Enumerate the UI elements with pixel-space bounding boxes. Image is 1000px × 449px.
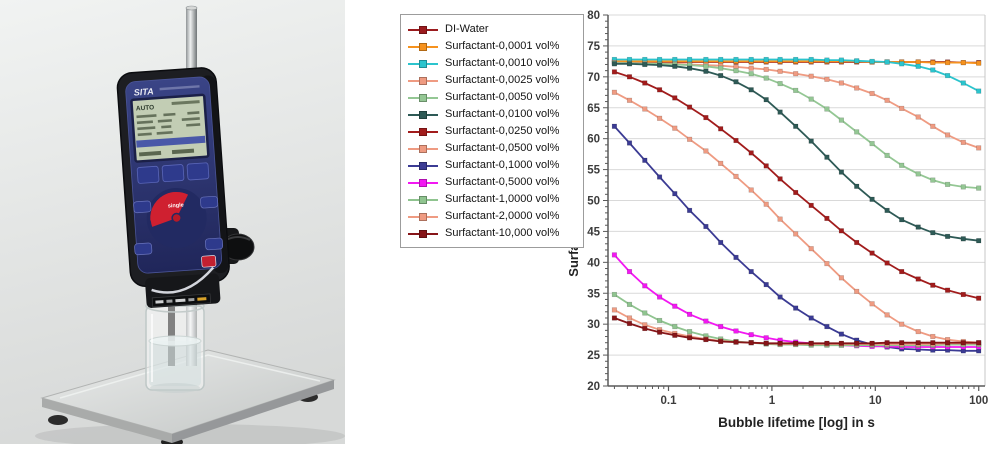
- x-tick-label: 10: [869, 395, 882, 407]
- legend-swatch: [408, 59, 438, 69]
- y-tick-label: 60: [587, 134, 600, 146]
- y-tick-label: 55: [587, 165, 600, 177]
- series-2: [611, 56, 982, 94]
- y-tick-label: 25: [587, 350, 600, 362]
- legend-item: Surfactant-0,0100 vol%: [408, 106, 577, 123]
- legend-label: Surfactant-0,0250 vol%: [445, 125, 560, 137]
- legend-item: Surfactant-0,0025 vol%: [408, 72, 577, 89]
- side-keys: [133, 195, 224, 256]
- legend-item: Surfactant-0,0001 vol%: [408, 38, 577, 55]
- y-tick-label: 70: [587, 72, 600, 84]
- gridlines: [608, 14, 986, 386]
- y-tick-label: 65: [587, 103, 600, 115]
- y-tick-label: 45: [587, 226, 600, 238]
- device-body: SITA AUTO: [116, 67, 230, 308]
- legend-label: Surfactant-10,000 vol%: [445, 227, 560, 239]
- series-8: [611, 123, 982, 354]
- lcd-screen: AUTO: [130, 93, 210, 163]
- legend-swatch: [408, 127, 438, 137]
- y-tick-label: 40: [587, 257, 600, 269]
- legend-swatch: [408, 229, 438, 239]
- legend-item: DI-Water: [408, 21, 577, 38]
- y-tick-label: 20: [587, 381, 600, 393]
- label-strip: [151, 293, 212, 308]
- legend-item: Surfactant-0,1000 vol%: [408, 157, 577, 174]
- swoosh-graphic: [151, 266, 215, 294]
- legend-swatch: [408, 144, 438, 154]
- legend-label: Surfactant-1,0000 vol%: [445, 193, 560, 205]
- control-pad: single: [146, 187, 207, 248]
- y-tick-label: 80: [587, 10, 600, 22]
- legend-swatch: [408, 212, 438, 222]
- legend-swatch: [408, 110, 438, 120]
- series-3: [611, 60, 982, 151]
- series-5: [611, 61, 982, 244]
- legend-swatch: [408, 25, 438, 35]
- power-button: [201, 255, 217, 268]
- tensiometer-photo: SITA AUTO: [0, 0, 345, 448]
- legend-swatch: [408, 76, 438, 86]
- legend-item: Surfactant-0,0500 vol%: [408, 140, 577, 157]
- legend-label: Surfactant-0,0050 vol%: [445, 91, 560, 103]
- legend-swatch: [408, 161, 438, 171]
- legend-item: Surfactant-1,0000 vol%: [408, 191, 577, 208]
- y-tick-label: 75: [587, 41, 600, 53]
- legend-item: Surfactant-2,0000 vol%: [408, 208, 577, 225]
- brand-tagline-bar: [159, 85, 200, 91]
- legend-label: Surfactant-2,0000 vol%: [445, 210, 560, 222]
- legend-label: Surfactant-0,0025 vol%: [445, 74, 560, 86]
- x-axis-title: Bubble lifetime [log] in s: [718, 415, 875, 430]
- stand-rod: [185, 5, 198, 366]
- legend-label: Surfactant-0,0001 vol%: [445, 40, 560, 52]
- legend-swatch: [408, 93, 438, 103]
- chart-panel: DI-Water Surfactant-0,0001 vol% Surfactant…: [345, 0, 1000, 444]
- y-axis-ticks: 20 25 30 35 40 45 50 55 60 65 70 75 80: [587, 10, 608, 393]
- softkeys: [136, 162, 210, 184]
- beaker: [145, 299, 205, 393]
- chart-legend: DI-Water Surfactant-0,0001 vol% Surfactant…: [400, 14, 584, 248]
- legend-label: DI-Water: [445, 23, 489, 35]
- x-tick-label: 100: [969, 395, 988, 407]
- pad-single-key: single: [168, 202, 184, 209]
- legend-item: Surfactant-0,5000 vol%: [408, 174, 577, 191]
- legend-item: Surfactant-0,0050 vol%: [408, 89, 577, 106]
- legend-swatch: [408, 195, 438, 205]
- series-12: [611, 315, 982, 346]
- x-tick-label: 0.1: [660, 395, 677, 407]
- legend-item: Surfactant-10,000 vol%: [408, 225, 577, 242]
- x-axis-ticks: 0.1 1 10 100: [613, 386, 988, 407]
- series-7: [611, 89, 982, 346]
- series-10: [611, 291, 982, 348]
- legend-label: Surfactant-0,1000 vol%: [445, 159, 560, 171]
- y-tick-label: 50: [587, 196, 600, 208]
- legend-swatch: [408, 42, 438, 52]
- series-6: [611, 69, 982, 301]
- legend-item: Surfactant-0,0010 vol%: [408, 55, 577, 72]
- line-chart: 20 25 30 35 40 45 50 55 60 65 70 75 80 0.1 1 10 100 Bubbl…: [566, 10, 988, 430]
- legend-label: Surfactant-0,0500 vol%: [445, 142, 560, 154]
- brand-logo: SITA: [133, 86, 153, 97]
- legend-swatch: [408, 178, 438, 188]
- x-tick-label: 1: [769, 395, 776, 407]
- capillary-probe: [168, 262, 175, 366]
- legend-label: Surfactant-0,0010 vol%: [445, 57, 560, 69]
- y-tick-label: 30: [587, 319, 600, 331]
- legend-label: Surfactant-0,0100 vol%: [445, 108, 560, 120]
- y-tick-label: 35: [587, 288, 600, 300]
- legend-item: Surfactant-0,0250 vol%: [408, 123, 577, 140]
- lcd-status: AUTO: [136, 104, 155, 112]
- legend-label: Surfactant-0,5000 vol%: [445, 176, 560, 188]
- tensiometer-illustration: SITA AUTO: [0, 0, 345, 448]
